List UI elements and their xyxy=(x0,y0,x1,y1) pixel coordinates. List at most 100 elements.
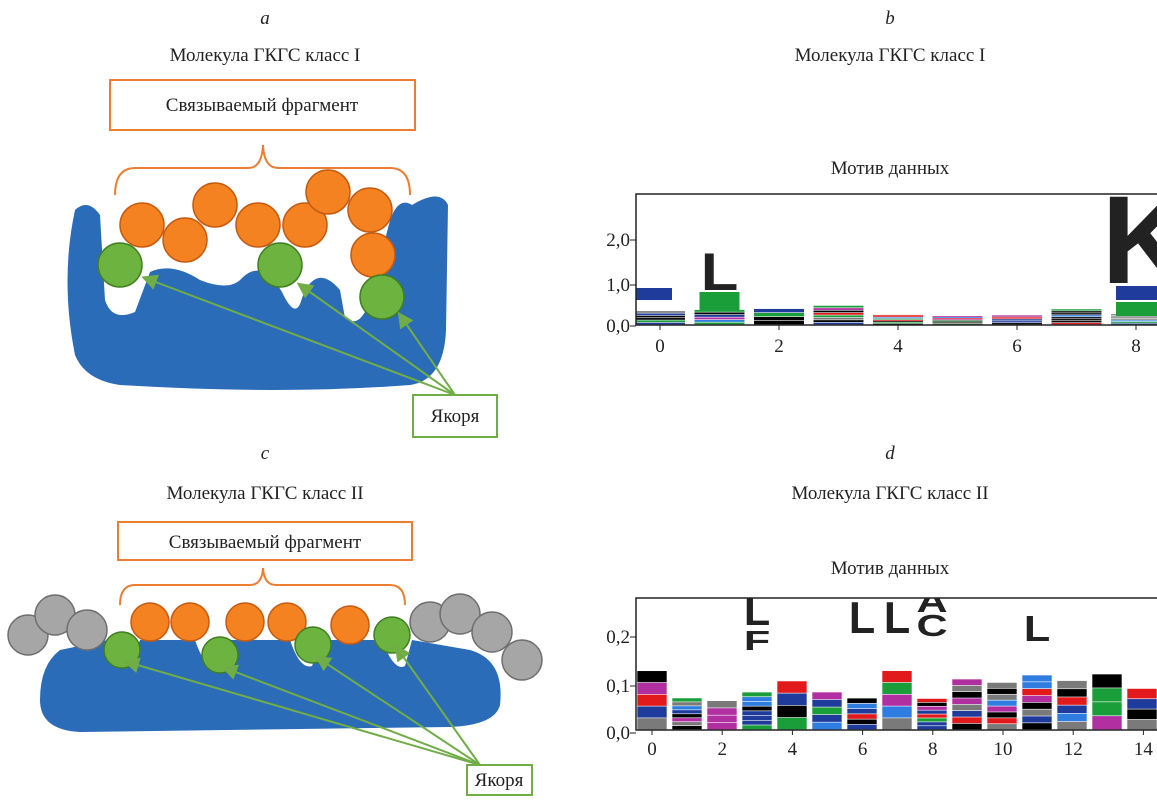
logo-block xyxy=(754,317,804,320)
logo-block xyxy=(742,692,771,696)
logo-block xyxy=(917,710,946,713)
logo-block xyxy=(847,709,876,714)
logo-block xyxy=(1022,689,1051,695)
logo-block xyxy=(742,716,771,720)
logo-block xyxy=(742,706,771,710)
logo-block xyxy=(917,703,946,706)
logo-block xyxy=(1111,319,1157,320)
x-tick-label: 2 xyxy=(717,739,727,760)
logo-block xyxy=(933,319,983,320)
logo-block xyxy=(933,318,983,319)
bracket xyxy=(120,568,405,605)
anchors-label: Якоря xyxy=(431,406,480,427)
logo-block xyxy=(987,718,1016,723)
logo-block xyxy=(1116,302,1157,316)
logo-block xyxy=(1111,320,1157,321)
logo-block xyxy=(672,718,701,721)
logo-block xyxy=(882,706,911,717)
logo-block xyxy=(672,698,701,701)
panel-title: Молекула ГКГС класс I xyxy=(795,45,986,66)
logo-block xyxy=(873,319,923,320)
logo-block xyxy=(1052,321,1102,322)
logo-block xyxy=(1052,323,1102,324)
x-tick-label: 4 xyxy=(893,336,903,357)
logo-block xyxy=(987,700,1016,705)
logo-block xyxy=(992,315,1042,316)
peptide-residue xyxy=(331,606,369,644)
logo-block xyxy=(992,319,1042,320)
panel-label: c xyxy=(261,443,270,464)
logo-letter: L xyxy=(884,593,910,643)
logo-block xyxy=(1092,688,1121,701)
logo-block xyxy=(1022,709,1051,715)
logo-block xyxy=(1127,709,1156,719)
logo-block xyxy=(1111,317,1157,318)
logo-block xyxy=(992,321,1042,322)
logo-block xyxy=(1092,674,1121,687)
logo-block xyxy=(873,321,923,322)
logo-block xyxy=(814,318,864,320)
logo-block xyxy=(952,705,981,711)
x-tick-label: 10 xyxy=(994,739,1013,760)
logo-block xyxy=(873,315,923,316)
logo-block xyxy=(847,719,876,724)
logo-block xyxy=(1116,286,1157,300)
logo-block xyxy=(952,724,981,730)
logo-block xyxy=(873,322,923,323)
logo-block xyxy=(952,698,981,704)
logo-block xyxy=(637,718,666,729)
logo-block xyxy=(917,722,946,725)
anchor-residue xyxy=(202,637,238,673)
logo-block xyxy=(882,683,911,694)
logo-block xyxy=(882,695,911,706)
logo-block xyxy=(933,323,983,324)
logo-block xyxy=(635,313,685,315)
logo-block xyxy=(695,312,745,314)
logo-block xyxy=(814,308,864,310)
logo-block xyxy=(933,321,983,322)
logo-block xyxy=(1052,319,1102,320)
anchor-residue xyxy=(360,275,404,319)
logo-block xyxy=(847,698,876,703)
logo-title: Мотив данных xyxy=(831,158,950,179)
logo-block xyxy=(1022,703,1051,709)
flank-residue xyxy=(472,612,512,652)
logo-block xyxy=(637,695,666,706)
logo-block xyxy=(1022,696,1051,702)
logo-block xyxy=(987,724,1016,729)
logo-block xyxy=(1057,714,1086,722)
y-tick-label: 0,2 xyxy=(606,627,630,648)
logo-block xyxy=(754,321,804,324)
x-tick-label: 2 xyxy=(774,336,784,357)
y-tick-label: 1,0 xyxy=(606,275,630,296)
logo-block xyxy=(1057,681,1086,689)
logo-block xyxy=(742,725,771,729)
logo-block xyxy=(1052,311,1102,312)
logo-block xyxy=(987,695,1016,700)
logo-block xyxy=(742,721,771,725)
logo-block xyxy=(672,722,701,725)
logo-block xyxy=(1057,689,1086,697)
logo-block xyxy=(707,723,736,730)
panel-title: Молекула ГКГС класс I xyxy=(170,45,361,66)
logo-block xyxy=(873,316,923,317)
anchor-residue xyxy=(104,632,140,668)
x-tick-label: 6 xyxy=(1012,336,1022,357)
logo-block xyxy=(635,323,685,325)
logo-block xyxy=(952,711,981,717)
logo-block xyxy=(1111,322,1157,323)
logo-block xyxy=(814,323,864,325)
logo-block xyxy=(933,322,983,323)
anchor-residue xyxy=(295,627,331,663)
anchor-residue xyxy=(258,243,302,287)
sequence-logo: LFLLACL xyxy=(637,584,1156,729)
logo-block xyxy=(695,322,745,324)
anchor-residue xyxy=(98,243,142,287)
axes-ticks: 0,01,02,002468 xyxy=(606,230,1141,357)
logo-block xyxy=(812,707,841,714)
logo-block xyxy=(695,315,745,317)
y-tick-label: 0,1 xyxy=(606,676,630,697)
logo-title: Мотив данных xyxy=(831,558,950,579)
logo-block xyxy=(873,317,923,318)
logo-block xyxy=(695,320,745,322)
